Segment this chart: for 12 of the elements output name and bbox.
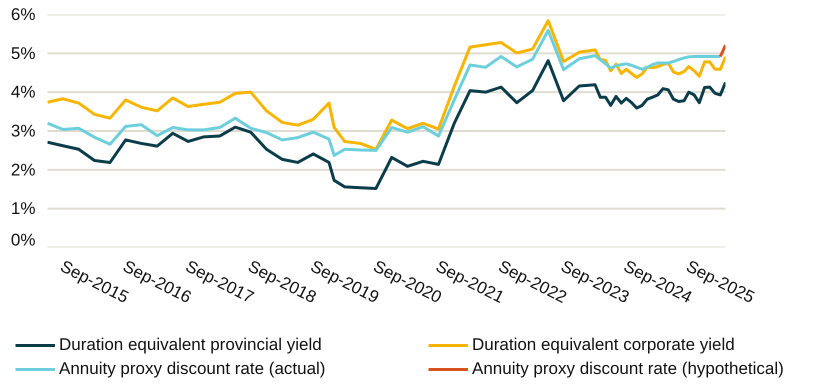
legend-label: Annuity proxy discount rate (hypothetical) (472, 359, 784, 379)
y-tick-label: 5% (10, 44, 36, 63)
line-series (48, 59, 726, 190)
y-tick-label: 3% (10, 122, 36, 140)
y-tick-label: 0% (10, 230, 36, 250)
y-tick-label: 1% (10, 199, 36, 218)
y-tick-label: 4% (10, 82, 36, 102)
legend-label: Duration equivalent provincial yield (59, 335, 322, 355)
legend-label: Annuity proxy discount rate (actual) (59, 359, 326, 379)
y-tick-label: 6% (10, 5, 36, 24)
legend-label: Duration equivalent corporate yield (472, 335, 735, 355)
y-tick-label: 2% (10, 160, 36, 180)
